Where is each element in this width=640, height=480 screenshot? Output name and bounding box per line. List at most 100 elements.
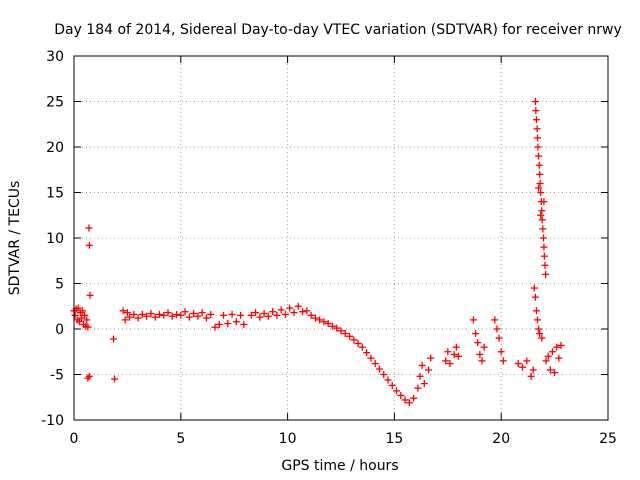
chart-title: Day 184 of 2014, Sidereal Day-to-day VTE… (54, 22, 622, 38)
y-tick-label: 15 (46, 186, 64, 202)
data-point (401, 396, 409, 404)
data-point (228, 310, 236, 318)
data-point (557, 341, 565, 349)
y-tick-label: 5 (55, 277, 64, 293)
data-point (548, 348, 556, 356)
data-point (427, 354, 435, 362)
data-point (277, 306, 285, 314)
data-point (397, 391, 405, 399)
data-points (70, 98, 565, 407)
y-tick-label: 25 (46, 95, 64, 111)
data-point (476, 350, 484, 358)
data-point (472, 330, 480, 338)
data-point (147, 310, 155, 318)
data-point (546, 366, 554, 374)
data-point (454, 352, 462, 360)
data-point (375, 365, 383, 373)
data-point (134, 314, 142, 322)
y-tick-label: -10 (41, 413, 64, 429)
data-point (256, 313, 264, 321)
data-point (414, 384, 422, 392)
data-point (198, 309, 206, 317)
data-point (371, 360, 379, 368)
data-point (211, 323, 219, 331)
data-point (388, 381, 396, 389)
data-point (542, 357, 550, 365)
data-point (380, 371, 388, 378)
data-point (499, 357, 507, 365)
data-point (533, 125, 541, 133)
data-point (535, 152, 543, 160)
data-point (224, 320, 232, 328)
data-point (294, 302, 302, 310)
data-point (358, 343, 366, 351)
data-point (539, 234, 547, 242)
data-point (540, 252, 548, 260)
data-point (529, 366, 537, 374)
data-point (535, 161, 543, 169)
data-point (410, 394, 418, 402)
data-point (420, 380, 428, 388)
data-point (237, 311, 245, 319)
data-point (469, 316, 477, 324)
data-point (555, 354, 563, 362)
data-point (119, 307, 127, 315)
data-point (333, 324, 341, 332)
data-point (537, 189, 545, 196)
data-point (363, 349, 371, 357)
data-point (286, 304, 294, 312)
data-point (535, 325, 543, 333)
data-point (252, 309, 260, 317)
data-point (539, 225, 547, 233)
x-tick-label: 10 (279, 431, 297, 447)
data-point (202, 314, 210, 322)
plot-frame (73, 55, 609, 421)
data-point (83, 316, 91, 324)
data-point (536, 179, 544, 187)
x-tick-label: 15 (385, 431, 403, 447)
data-point (531, 293, 539, 301)
data-point (185, 313, 193, 321)
data-point (442, 357, 450, 365)
data-point (534, 316, 542, 324)
data-point (534, 143, 542, 151)
y-tick-label: 30 (46, 49, 64, 65)
data-point (121, 316, 129, 324)
data-point (491, 316, 499, 324)
y-tick-label: 10 (46, 231, 64, 247)
data-point (541, 261, 549, 269)
data-point (194, 312, 202, 320)
data-point (138, 310, 146, 318)
y-tick-label: 20 (46, 140, 64, 156)
data-point (269, 308, 277, 316)
data-point (273, 311, 281, 319)
grid-lines (74, 56, 608, 420)
data-point (316, 316, 324, 324)
data-point (523, 357, 531, 365)
data-point (444, 348, 452, 356)
data-point (544, 352, 552, 360)
data-point (532, 307, 540, 315)
data-point (405, 399, 413, 407)
data-point (85, 224, 93, 232)
data-point (497, 348, 505, 356)
data-point (493, 325, 501, 333)
data-point (151, 313, 159, 321)
data-point (480, 343, 488, 351)
data-point (247, 311, 255, 319)
data-point (173, 310, 181, 318)
data-point (527, 372, 535, 380)
data-point (79, 307, 87, 315)
data-point (416, 372, 424, 380)
data-point (190, 310, 198, 318)
data-point (81, 311, 89, 319)
data-point (478, 357, 486, 365)
data-point (75, 318, 83, 326)
data-point (425, 366, 433, 374)
data-point (155, 310, 163, 318)
data-point (264, 312, 272, 320)
data-point (538, 334, 546, 342)
data-point (299, 308, 307, 316)
data-point (307, 311, 315, 319)
